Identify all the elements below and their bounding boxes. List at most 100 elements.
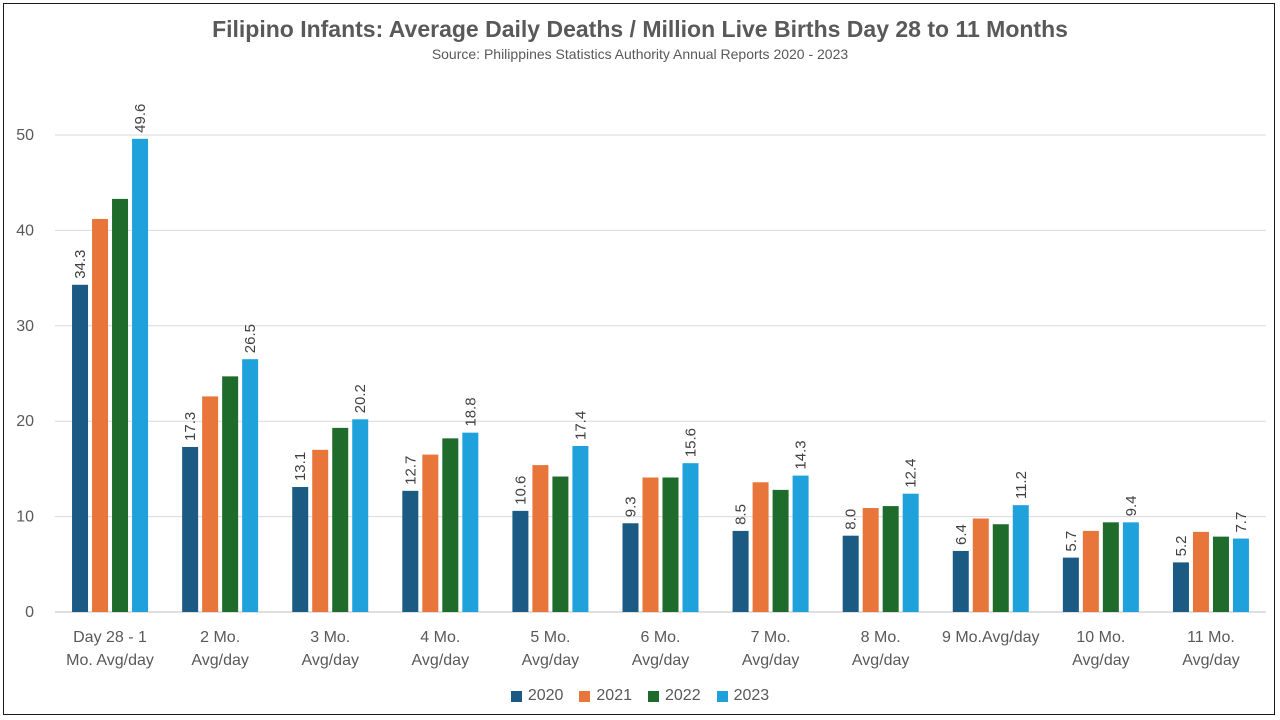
bar-2020	[72, 284, 89, 612]
data-label-2023: 9.4	[1123, 495, 1140, 516]
legend-swatch	[579, 690, 591, 702]
data-labels: 34.3 49.6 17.3 26.5 13.1 20.2 12.7 18.8 10.6 17.4…	[72, 104, 1250, 557]
bar-2020	[292, 487, 309, 612]
category-label: Avg/day	[852, 652, 910, 669]
data-label-2020: 12.7	[402, 456, 419, 485]
legend-label: 2023	[733, 687, 770, 704]
bar-2020	[402, 490, 419, 612]
legend-item-2022: 2022	[648, 687, 701, 705]
bar-2021	[422, 454, 439, 612]
category-label: 3 Mo.	[310, 629, 350, 646]
data-label-2023: 14.3	[793, 440, 810, 469]
bar-2022	[882, 506, 899, 612]
bar-2020	[1172, 562, 1189, 612]
bar-2023	[132, 138, 149, 613]
bar-2021	[862, 508, 879, 612]
legend-swatch	[510, 690, 522, 702]
bar-2021	[532, 465, 549, 612]
bar-2023	[1012, 505, 1029, 612]
bar-2023	[1122, 522, 1139, 612]
data-label-2023: 20.2	[352, 384, 369, 413]
data-label-2020: 13.1	[292, 452, 309, 481]
bar-2022	[992, 524, 1009, 612]
legend-swatch	[716, 690, 728, 702]
data-label-2023: 12.4	[903, 459, 920, 488]
y-tick-label: 20	[16, 413, 34, 430]
bar-2022	[222, 376, 239, 612]
legend-label: 2021	[596, 687, 632, 704]
legend-item-2023: 2023	[716, 687, 770, 705]
data-label-2020: 8.5	[733, 504, 750, 525]
data-label-2023: 11.2	[1013, 471, 1030, 499]
category-label: Avg/day	[412, 652, 470, 669]
data-label-2023: 17.4	[572, 411, 589, 440]
bar-2023	[1232, 538, 1249, 612]
data-label-2020: 10.6	[512, 476, 529, 505]
category-label: 2 Mo.	[200, 629, 240, 646]
bar-2020	[952, 550, 969, 612]
data-label-2023: 7.7	[1233, 512, 1250, 533]
data-label-2023: 49.6	[132, 104, 149, 133]
category-label: 9 Mo.Avg/day	[942, 629, 1040, 646]
bar-2020	[182, 446, 199, 612]
legend: 2020 2021 2022 2023	[4, 687, 1276, 705]
category-label: Avg/day	[742, 652, 800, 669]
category-label: Avg/day	[301, 652, 359, 669]
bar-2022	[1212, 536, 1229, 612]
data-label-2020: 9.3	[623, 496, 640, 517]
category-label: Avg/day	[191, 652, 249, 669]
y-tick-label: 10	[16, 509, 34, 526]
bar-2020	[732, 530, 749, 612]
legend-label: 2020	[527, 687, 564, 704]
category-label: Avg/day	[1182, 652, 1240, 669]
y-axis-ticks: 0 10 20 30 40 50	[16, 127, 34, 621]
bar-2021	[1082, 530, 1099, 612]
y-tick-label: 40	[16, 222, 34, 239]
bar-2021	[92, 218, 109, 612]
data-label-2023: 18.8	[462, 397, 479, 426]
bar-2022	[1102, 522, 1119, 612]
bar-2022	[552, 476, 569, 612]
legend-item-2021: 2021	[579, 687, 632, 705]
y-tick-label: 50	[16, 127, 34, 144]
category-label: Day 28 - 1	[73, 629, 147, 646]
category-label: 11 Mo.	[1187, 629, 1235, 646]
category-label: 5 Mo.	[530, 629, 570, 646]
bar-2020	[622, 523, 639, 612]
category-label: Avg/day	[1072, 652, 1130, 669]
data-label-2023: 26.5	[242, 324, 259, 353]
bar-2022	[772, 489, 789, 612]
bar-2021	[972, 518, 989, 612]
bar-2021	[312, 449, 329, 612]
data-label-2020: 5.2	[1173, 536, 1190, 557]
bar-2021	[1192, 531, 1209, 612]
x-axis-categories: Day 28 - 1 Mo. Avg/day 2 Mo. Avg/day 3 Mo. Av…	[66, 629, 1240, 669]
bar-2020	[842, 535, 859, 612]
plot-area: 0 10 20 30 40 50 34.3 49.6 17.3 26.5 13.1 20.2 12.7…	[16, 104, 1266, 669]
bar-2023	[242, 359, 259, 612]
chart-frame: Filipino Infants: Average Daily Deaths /…	[3, 3, 1275, 715]
category-label: 7 Mo.	[751, 629, 791, 646]
data-label-2020: 17.3	[182, 412, 199, 441]
data-label-2020: 34.3	[72, 250, 89, 279]
bar-2021	[202, 396, 219, 612]
data-label-2023: 15.6	[683, 428, 700, 457]
bar-2021	[752, 482, 769, 612]
bar-2023	[572, 446, 589, 612]
category-label: 6 Mo.	[640, 629, 680, 646]
y-tick-label: 30	[16, 318, 34, 335]
bar-2023	[352, 419, 369, 612]
bar-2021	[642, 477, 659, 612]
bar-2023	[682, 463, 699, 612]
bar-2023	[462, 432, 479, 612]
category-label: Avg/day	[522, 652, 580, 669]
category-label: Avg/day	[632, 652, 690, 669]
bar-2020	[512, 510, 529, 612]
bar-2022	[112, 198, 129, 612]
category-label: 8 Mo.	[861, 629, 901, 646]
bar-2022	[662, 477, 679, 612]
data-label-2020: 5.7	[1063, 531, 1080, 552]
bar-2023	[902, 493, 919, 612]
bar-2023	[792, 475, 809, 612]
category-label: Mo. Avg/day	[66, 652, 154, 669]
